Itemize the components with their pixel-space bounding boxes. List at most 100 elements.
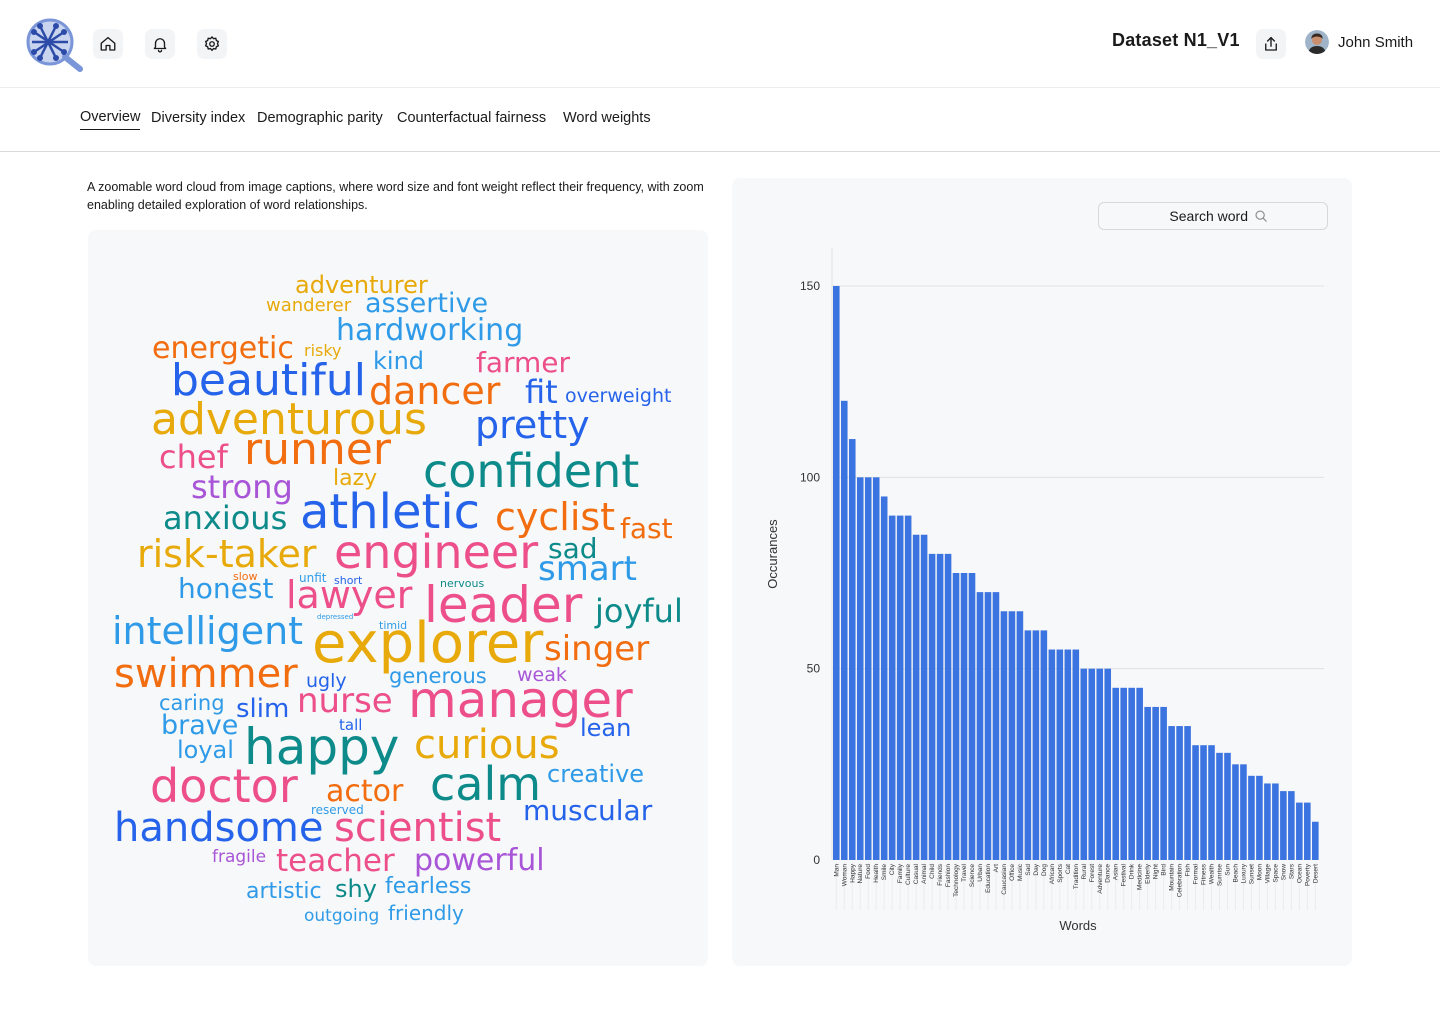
word-cloud-word[interactable]: calm (430, 757, 542, 811)
word-cloud-word[interactable]: chef (159, 438, 228, 476)
search-word-box[interactable] (1098, 202, 1328, 230)
word-cloud-word[interactable]: nervous (440, 577, 485, 590)
word-cloud-word[interactable]: farmer (476, 346, 571, 379)
word-cloud-word[interactable]: risky (304, 341, 342, 360)
notifications-button[interactable] (145, 29, 175, 59)
word-cloud-word[interactable]: explorer (312, 611, 544, 676)
word-cloud-word[interactable]: assertive (365, 288, 489, 319)
chart-bar (856, 477, 864, 860)
word-cloud-word[interactable]: doctor (150, 759, 298, 813)
word-cloud-word[interactable]: overweight (565, 385, 672, 407)
user-name[interactable]: John Smith (1338, 34, 1414, 51)
chart-bar (1008, 611, 1016, 860)
analytics-logo-icon[interactable] (26, 18, 84, 72)
word-cloud-word[interactable]: swimmer (114, 651, 298, 697)
word-cloud-word[interactable]: actor (326, 774, 404, 809)
word-cloud-word[interactable]: friendly (388, 901, 464, 925)
word-cloud-word[interactable]: nurse (297, 681, 393, 721)
word-cloud-word[interactable]: shy (335, 875, 377, 903)
word-cloud-word[interactable]: lean (580, 714, 632, 742)
word-cloud-word[interactable]: caring (159, 691, 225, 715)
word-cloud-word[interactable]: pretty (475, 403, 590, 447)
word-cloud-word[interactable]: wanderer (266, 295, 352, 316)
tab-bar: Overview Diversity index Demographic par… (0, 88, 1440, 152)
word-cloud-word[interactable]: short (334, 574, 363, 587)
word-cloud-word[interactable]: adventurous (151, 394, 427, 445)
word-cloud-word[interactable]: lawyer (286, 573, 413, 617)
word-cloud-word[interactable]: unfit (299, 571, 327, 585)
word-cloud-word[interactable]: risk-taker (137, 532, 317, 576)
tab-overview[interactable]: Overview (80, 109, 141, 130)
tab-demographic-parity[interactable]: Demographic parity (257, 110, 383, 126)
x-tick-label: Desert (1312, 864, 1319, 883)
word-cloud-word[interactable]: depressed (317, 613, 354, 621)
word-cloud-word[interactable]: kind (373, 347, 425, 375)
x-tick-label: Celebration (1177, 864, 1184, 898)
search-word-input[interactable] (1158, 208, 1248, 224)
word-cloud-word[interactable]: energetic (152, 331, 294, 366)
share-button[interactable] (1256, 29, 1286, 59)
word-cloud-word[interactable]: powerful (414, 843, 545, 878)
word-cloud-word[interactable]: smart (538, 549, 637, 589)
chart-bar (896, 515, 904, 860)
chart-bar (1096, 668, 1104, 860)
word-cloud-word[interactable]: honest (178, 572, 274, 605)
chart-bar (1288, 791, 1295, 860)
home-button[interactable] (93, 29, 123, 59)
word-cloud-word[interactable]: muscular (523, 794, 653, 827)
chart-bar (1152, 706, 1159, 860)
word-cloud-word[interactable]: artistic (246, 879, 322, 904)
x-tick-label: Cat (1065, 864, 1072, 874)
word-cloud-word[interactable]: fearless (385, 874, 472, 899)
word-cloud-word[interactable]: joyful (595, 592, 683, 630)
word-cloud-word[interactable]: loyal (177, 736, 234, 764)
x-tick-label: Animal (921, 863, 928, 883)
word-cloud-word[interactable]: engineer (334, 525, 539, 579)
word-cloud-word[interactable]: handsome (114, 805, 324, 851)
word-cloud-word[interactable]: creative (547, 760, 645, 788)
word-cloud-word[interactable]: generous (389, 664, 487, 688)
word-cloud-word[interactable]: fit (525, 373, 558, 411)
word-cloud-word[interactable]: anxious (163, 499, 288, 537)
word-cloud-word[interactable]: brave (161, 710, 239, 741)
word-cloud-word[interactable]: tall (339, 716, 363, 734)
word-cloud-word[interactable]: scientist (334, 805, 502, 851)
chart-bar (1256, 775, 1263, 860)
word-cloud-word[interactable]: adventurer (295, 271, 428, 299)
word-cloud-word[interactable]: happy (244, 718, 400, 776)
word-cloud-word[interactable]: hardworking (336, 313, 524, 348)
tab-counterfactual-fairness[interactable]: Counterfactual fairness (397, 110, 547, 126)
word-cloud-word[interactable]: outgoing (304, 906, 380, 926)
word-cloud-word[interactable]: cyclist (495, 495, 616, 539)
word-cloud-word[interactable]: runner (244, 424, 391, 475)
word-cloud-word[interactable]: confident (423, 444, 640, 498)
word-cloud-word[interactable]: slim (236, 694, 290, 724)
word-cloud-word[interactable]: teacher (276, 843, 395, 879)
word-cloud-word[interactable]: ugly (306, 670, 347, 692)
word-cloud-word[interactable]: sad (548, 532, 598, 565)
user-avatar[interactable] (1305, 30, 1329, 54)
word-cloud-word[interactable]: reserved (311, 803, 364, 817)
word-cloud-word[interactable]: fast (620, 512, 673, 545)
x-tick-label: Fish (1185, 864, 1192, 877)
word-cloud-word[interactable]: lazy (333, 466, 378, 491)
word-cloud-word[interactable]: leader (424, 576, 583, 634)
word-cloud-word[interactable]: beautiful (171, 355, 366, 406)
word-cloud-word[interactable]: singer (544, 629, 650, 669)
word-cloud-panel[interactable]: adventurer wanderer assertive hardworking en… (88, 230, 708, 966)
word-cloud-word[interactable]: intelligent (112, 609, 304, 653)
chart-bar (1088, 668, 1096, 860)
tab-diversity-index[interactable]: Diversity index (151, 110, 246, 126)
word-cloud-word[interactable]: timid (379, 619, 408, 632)
tab-word-weights[interactable]: Word weights (563, 110, 651, 126)
word-cloud-word[interactable]: fragile (212, 847, 267, 867)
settings-button[interactable] (197, 29, 227, 59)
word-cloud-word[interactable]: dancer (369, 369, 501, 413)
word-cloud-word[interactable]: strong (191, 468, 293, 506)
word-cloud-word[interactable]: manager (408, 671, 633, 729)
word-cloud-word[interactable]: slow (233, 570, 258, 583)
word-cloud-word[interactable]: weak (517, 664, 567, 686)
x-tick-label: Happy (849, 863, 856, 883)
word-cloud-word[interactable]: curious (414, 722, 560, 768)
word-cloud-word[interactable]: athletic (300, 484, 481, 540)
